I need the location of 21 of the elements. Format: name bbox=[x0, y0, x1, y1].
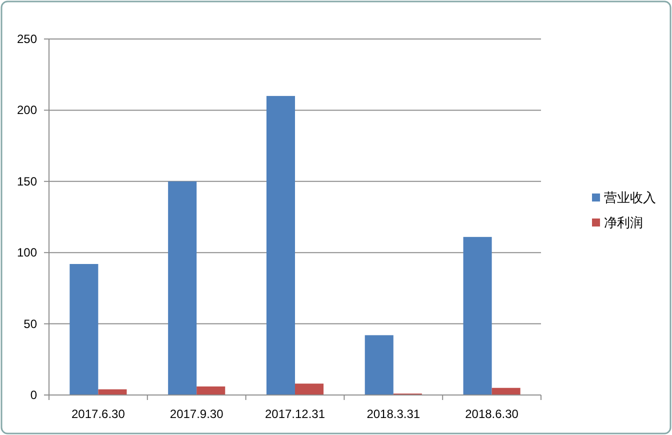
legend-label: 营业收入 bbox=[604, 190, 656, 205]
x-tick-label: 2017.6.30 bbox=[72, 407, 126, 421]
x-tick-label: 2017.12.31 bbox=[264, 407, 326, 421]
legend-label: 净利润 bbox=[604, 215, 643, 230]
bar bbox=[70, 264, 98, 395]
y-tick-label: 0 bbox=[30, 388, 38, 402]
bar bbox=[492, 388, 520, 395]
x-tick-label: 2018.6.30 bbox=[465, 407, 519, 421]
x-tick-label: 2017.9.30 bbox=[170, 407, 224, 421]
y-tick-label: 250 bbox=[16, 32, 38, 46]
bar bbox=[364, 335, 394, 395]
y-tick-label: 50 bbox=[24, 316, 38, 331]
x-tick-label: 2018.3.31 bbox=[366, 407, 420, 421]
y-tick-label: 150 bbox=[16, 174, 38, 188]
y-tick-label: 100 bbox=[16, 246, 38, 260]
bar bbox=[463, 236, 492, 395]
bar bbox=[196, 386, 226, 395]
bar bbox=[266, 96, 295, 395]
bar bbox=[295, 384, 324, 395]
y-tick-label: 200 bbox=[16, 103, 38, 118]
bar bbox=[168, 181, 197, 395]
